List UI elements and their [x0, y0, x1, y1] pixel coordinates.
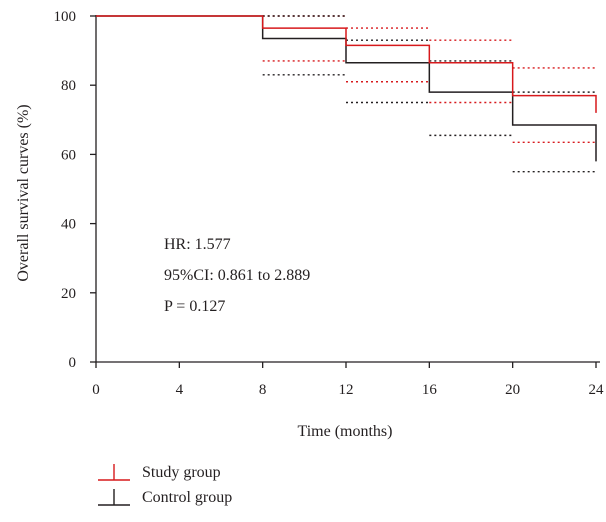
control-ci-lower-line	[262, 74, 596, 173]
legend-item-control: Control group	[98, 489, 232, 506]
x-tick-label: 4	[176, 382, 184, 398]
statistics-annotation: HR: 1.577 95%CI: 0.861 to 2.889 P = 0.12…	[164, 236, 310, 315]
survival-curves	[96, 15, 597, 162]
y-tick-label: 60	[61, 147, 76, 163]
control-ci-upper-line	[262, 15, 596, 93]
confidence-interval-text: 95%CI: 0.861 to 2.889	[164, 267, 310, 284]
hazard-ratio-text: HR: 1.577	[164, 236, 231, 253]
y-tick-label: 80	[61, 78, 76, 94]
legend-swatch-study	[98, 464, 130, 481]
confidence-interval-lines	[262, 15, 596, 173]
p-value-text: P = 0.127	[164, 298, 225, 315]
y-axis-title: Overall survival curves (%)	[15, 104, 32, 281]
legend-label-study: Study group	[142, 464, 221, 481]
legend: Study group Control group	[98, 464, 232, 506]
x-tick-label: 8	[259, 382, 267, 398]
x-tick-label: 20	[505, 382, 520, 398]
x-tick-label: 12	[339, 382, 354, 398]
x-axis-title: Time (months)	[298, 423, 393, 440]
study-ci-lower-line	[262, 60, 596, 143]
y-tick-label: 20	[61, 286, 76, 302]
axes: 0 20 40 60 80 100 0 4 8 12 16 20 24	[54, 9, 605, 398]
x-tick-label: 0	[92, 382, 100, 398]
legend-label-control: Control group	[142, 489, 232, 506]
legend-item-study: Study group	[98, 464, 221, 481]
x-tick-label: 16	[422, 382, 438, 398]
y-tick-label: 0	[69, 355, 77, 371]
x-tick-label: 24	[589, 382, 605, 398]
study-group-curve	[96, 15, 597, 113]
y-tick-label: 100	[54, 9, 77, 25]
y-tick-label: 40	[61, 217, 76, 233]
legend-swatch-control	[98, 489, 130, 506]
